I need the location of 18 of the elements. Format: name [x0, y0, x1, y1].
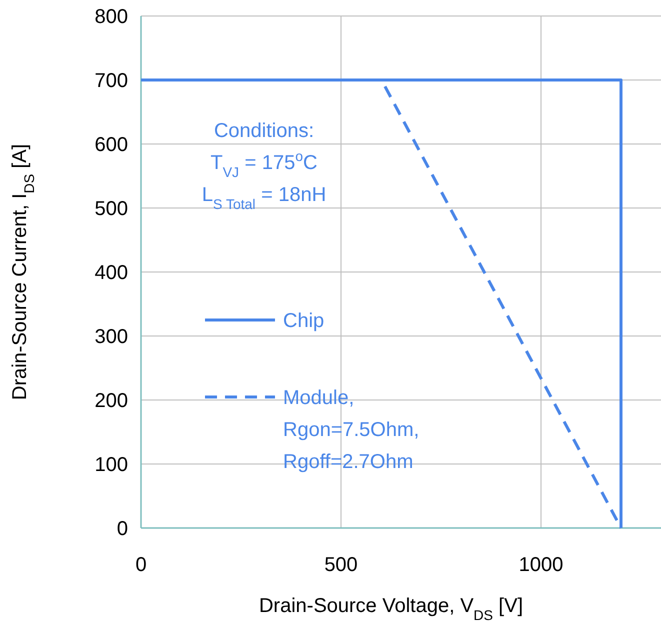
y-tick-label: 600 [94, 134, 128, 156]
annotation: T$_{VJ}$ = 175$^{o}$C [210, 148, 318, 180]
x-tick-label: 500 [324, 554, 358, 576]
x-axis-title: Drain-Source Voltage, V$_{DS}$ [V] [258, 595, 524, 623]
y-tick-label: 700 [94, 70, 128, 92]
annotation: Conditions: [214, 120, 314, 142]
y-tick-label: 400 [94, 262, 128, 284]
annotation: L$_{S Total}$ = 18nH [202, 184, 326, 212]
legend-label: Module, Rgon=7.5Ohm, Rgoff=2.7Ohm [283, 387, 420, 473]
y-tick-label: 500 [94, 198, 128, 220]
y-tick-label: 800 [94, 6, 128, 28]
y-tick-label: 100 [94, 454, 128, 476]
y-tick-label: 300 [94, 326, 128, 348]
y-tick-label: 200 [94, 390, 128, 412]
x-tick-label: 0 [135, 554, 147, 576]
x-tick-label: 1000 [518, 554, 564, 576]
legend-label: Chip [283, 310, 324, 332]
y-tick-label: 0 [116, 518, 128, 540]
